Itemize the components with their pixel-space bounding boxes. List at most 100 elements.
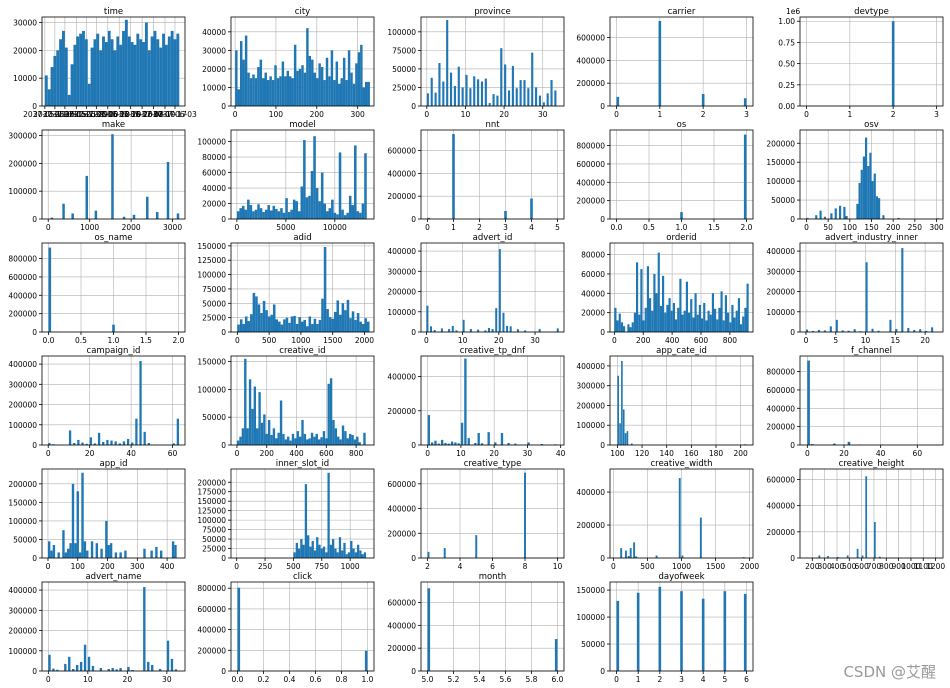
histogram-bar <box>271 80 275 106</box>
histogram-bar <box>237 324 240 332</box>
axes-frame <box>420 242 565 333</box>
y-tick-label: 400000 <box>576 362 605 371</box>
histogram-bar <box>173 39 177 106</box>
histogram-bar <box>94 210 98 219</box>
histogram-bar <box>633 542 636 558</box>
histogram-bar <box>351 434 354 445</box>
histogram-bar <box>847 441 851 445</box>
y-tick-label: 300000 <box>8 380 37 389</box>
x-tick-label: 1.0 <box>108 336 120 345</box>
axes-frame <box>230 129 375 220</box>
x-tick-label: 0 <box>425 449 430 458</box>
x-tick-label: 750 <box>315 562 330 571</box>
y-tick-label: 600000 <box>387 599 416 608</box>
histogram-bar <box>259 59 263 106</box>
histogram-bar <box>331 318 334 332</box>
x-tick-label: 40 <box>126 449 136 458</box>
histogram-bar <box>354 552 357 558</box>
histogram-bar <box>64 552 68 558</box>
histogram-bar <box>515 88 518 106</box>
x-tick-label: 5 <box>555 223 560 232</box>
y-tick-label: 50000 <box>202 299 226 308</box>
histogram-bar <box>616 96 620 106</box>
x-tick-label: 0 <box>46 562 51 571</box>
histogram-bar <box>288 322 291 332</box>
x-tick-label: 2037-05-01 <box>23 110 67 119</box>
histogram-bar <box>309 546 312 558</box>
histogram-bar <box>86 550 89 558</box>
y-tick-label: 100000 <box>8 187 37 196</box>
histogram-bar <box>744 307 747 332</box>
histogram-bar <box>716 319 719 332</box>
histogram-bar <box>811 330 815 332</box>
y-tick-label: 40000 <box>202 184 226 193</box>
histogram-bar <box>882 215 885 219</box>
histogram-bar <box>298 68 302 106</box>
x-tick-label: 0.8 <box>336 675 348 684</box>
x-tick-label: 0 <box>612 336 617 345</box>
x-tick-label: 15 <box>891 336 901 345</box>
histogram-bar <box>856 548 859 558</box>
histogram-bar <box>703 302 706 332</box>
x-tick-label: 0 <box>235 449 240 458</box>
histogram-bar <box>159 47 163 106</box>
histogram-bar <box>633 312 636 332</box>
x-tick-label: 5.4 <box>474 675 486 684</box>
x-tick-label: 100 <box>843 223 858 232</box>
histogram-bar <box>480 443 484 445</box>
histogram-bar <box>100 548 103 558</box>
histogram-bar <box>642 320 645 332</box>
histogram-bar <box>300 186 304 219</box>
histogram-bar <box>269 76 272 106</box>
histogram-bar <box>104 42 108 106</box>
histogram-bar <box>262 300 266 332</box>
histogram-bar <box>841 330 844 332</box>
histogram-bar <box>447 443 450 445</box>
histogram-bar <box>484 78 487 106</box>
subplot-title: os <box>677 120 687 130</box>
x-tick-label: 300 <box>350 110 365 119</box>
y-tick-label: 100000 <box>766 308 795 317</box>
y-tick-label: 400000 <box>387 373 416 382</box>
x-tick-label: 400 <box>665 336 680 345</box>
y-tick-label: 0 <box>411 554 416 563</box>
histogram-bar <box>282 212 286 219</box>
y-tick-label: 150000 <box>197 497 226 506</box>
histogram-bar <box>53 55 57 106</box>
histogram-bar <box>56 669 59 671</box>
histogram-bar <box>891 21 895 106</box>
histogram-bar <box>426 305 429 332</box>
subplot-os-name: 0 200000 400000 600000 800000 0.0 0.5 1.0 1.5 2.0… <box>8 233 186 345</box>
x-tick-label: 5000 <box>276 223 295 232</box>
y-tick-label: 0 <box>790 441 795 450</box>
y-tick-label: 150000 <box>197 242 226 251</box>
histogram-bar <box>494 442 497 445</box>
histogram-bar <box>341 209 344 219</box>
histogram-bar <box>176 418 179 445</box>
histogram-bar <box>666 304 669 332</box>
histogram-bar <box>56 50 60 106</box>
y-tick-label: 0 <box>221 215 226 224</box>
x-tick-label: 800 <box>349 449 364 458</box>
histogram-bar <box>323 203 327 219</box>
histogram-bar <box>48 247 52 332</box>
histogram-bar <box>554 639 558 671</box>
histogram-bar <box>839 205 842 219</box>
histogram-bar <box>131 669 134 671</box>
axes-frame <box>41 16 186 107</box>
histogram-bar <box>102 441 105 445</box>
histogram-bar <box>325 57 329 106</box>
histogram-bar <box>269 210 273 219</box>
histogram-bar <box>93 443 97 445</box>
histogram-bar <box>328 317 332 332</box>
histogram-bar <box>531 52 534 106</box>
histogram-bar <box>859 331 862 332</box>
histogram-bar <box>244 316 248 332</box>
histogram-bar <box>274 65 277 106</box>
y-tick-label: 50000 <box>202 413 226 422</box>
subplot-time: 01000020000300002037-05-012037-05-082037… <box>13 7 197 119</box>
x-tick-label: 400 <box>289 449 304 458</box>
axes-frame <box>230 16 375 107</box>
x-tick-label: 2 <box>701 110 706 119</box>
y-tick-label: 75000 <box>392 46 416 55</box>
